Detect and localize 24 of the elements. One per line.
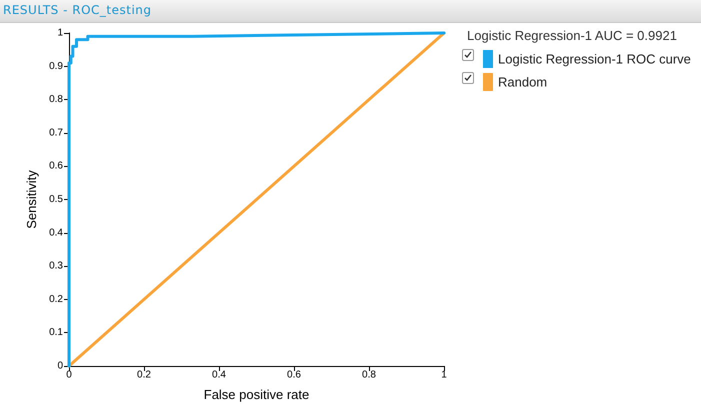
chart-title: RESULTS - ROC_testing (3, 3, 152, 17)
y-axis-title: Sensitivity (24, 170, 40, 229)
line-series (68, 32, 446, 368)
legend-label: Random (498, 74, 548, 90)
y-tick-label: 0.6 (49, 160, 64, 172)
x-tick-label: 0.4 (212, 370, 226, 380)
x-tick-label: 1 (441, 370, 448, 380)
y-tick-label: 0 (57, 360, 64, 372)
y-tick-label: 0.4 (49, 227, 64, 238)
x-tick-label: 0.2 (137, 370, 152, 380)
y-tick-label: 0.8 (49, 94, 64, 106)
y-tick-label: 0.3 (49, 260, 64, 272)
y-tick-label: 0.5 (49, 194, 64, 205)
x-tick-label: 0.6 (287, 370, 302, 380)
legend-label: Logistic Regression-1 ROC curve (498, 52, 691, 66)
y-tick-label: 0.9 (49, 60, 64, 72)
legend-title: Logistic Regression-1 AUC = 0.9921 (467, 28, 677, 43)
y-tick-label: 0.2 (49, 294, 64, 305)
y-tick-label: 0.1 (49, 327, 64, 338)
x-tick-label: 0.8 (362, 370, 376, 380)
x-tick-label: 0 (66, 370, 72, 380)
x-axis-title: False positive rate (204, 387, 310, 402)
y-tick-label: 0.7 (49, 127, 64, 138)
y-tick-label: 1 (57, 28, 64, 38)
